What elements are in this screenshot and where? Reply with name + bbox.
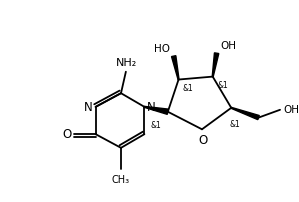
- Polygon shape: [172, 56, 179, 80]
- Polygon shape: [231, 107, 259, 120]
- Polygon shape: [144, 106, 168, 114]
- Text: NH₂: NH₂: [116, 58, 138, 68]
- Text: CH₃: CH₃: [112, 175, 130, 185]
- Polygon shape: [212, 53, 219, 77]
- Text: O: O: [63, 128, 72, 141]
- Text: OH: OH: [284, 105, 299, 115]
- Text: &1: &1: [151, 121, 161, 130]
- Text: N: N: [83, 101, 92, 114]
- Text: &1: &1: [217, 81, 228, 90]
- Text: HO: HO: [154, 44, 170, 54]
- Text: &1: &1: [230, 120, 240, 129]
- Text: N: N: [147, 101, 155, 114]
- Text: O: O: [198, 134, 208, 146]
- Text: OH: OH: [220, 41, 236, 51]
- Text: &1: &1: [183, 84, 194, 93]
